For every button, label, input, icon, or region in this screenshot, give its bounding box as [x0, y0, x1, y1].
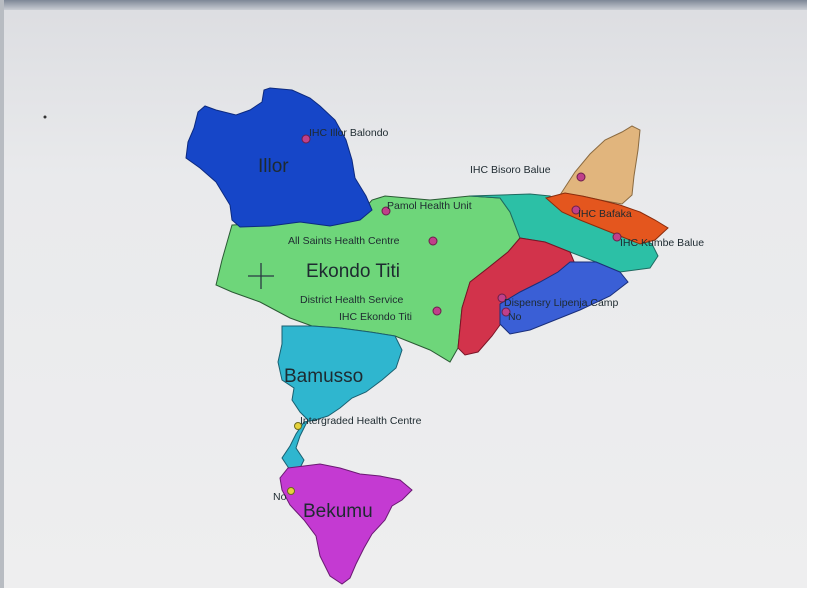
facility-label-ihc-ekondo-titi: IHC Ekondo Titi — [339, 311, 412, 323]
region-bisoro[interactable] — [559, 125, 641, 205]
bottom-edge — [0, 588, 819, 593]
facility-marker-bisoro-balue[interactable] — [576, 172, 586, 182]
facility-label-no-2: No — [273, 491, 287, 503]
facility-label-kumbe-balue: IHC Kumbe Balue — [620, 237, 704, 249]
left-edge — [0, 0, 4, 593]
window-top-bar — [0, 0, 819, 10]
crosshair-icon — [248, 263, 274, 289]
facility-label-intergraded: Intergraded Health Centre — [300, 415, 422, 427]
facility-marker-no-1[interactable] — [501, 307, 511, 317]
facility-label-lipenja: Dispensry Lipenja Camp — [504, 297, 619, 309]
facility-marker-all-saints[interactable] — [428, 236, 438, 246]
facility-label-no-1: No — [508, 311, 522, 323]
screen-speck — [43, 115, 47, 119]
region-bekumu[interactable] — [279, 463, 413, 585]
facility-marker-pamol[interactable] — [381, 206, 391, 216]
region-label-ekondo-titi: Ekondo Titi — [306, 261, 400, 282]
region-label-bamusso: Bamusso — [284, 366, 363, 387]
facility-label-district-health: District Health Service — [300, 294, 403, 306]
facility-label-bisoro-balue: IHC Bisoro Balue — [470, 164, 551, 176]
region-bamusso[interactable] — [277, 325, 403, 471]
facility-marker-no-2[interactable] — [287, 487, 295, 495]
facility-marker-lipenja[interactable] — [497, 293, 507, 303]
region-label-illor: Illor — [258, 156, 289, 177]
facility-marker-illor-balondo[interactable] — [301, 134, 311, 144]
region-illor[interactable] — [185, 87, 373, 228]
facility-marker-kumbe-balue[interactable] — [612, 232, 622, 242]
facility-label-illor-balondo: IHC Illor Balondo — [309, 127, 389, 139]
facility-marker-bafaka[interactable] — [571, 205, 581, 215]
facility-marker-district-health[interactable] — [432, 306, 442, 316]
region-label-bekumu: Bekumu — [303, 501, 373, 522]
facility-label-bafaka: IHC Bafaka — [578, 208, 632, 220]
right-edge — [807, 0, 819, 593]
region-blue-east[interactable] — [499, 261, 629, 335]
facility-marker-intergraded[interactable] — [294, 422, 302, 430]
facility-label-all-saints: All Saints Health Centre — [288, 235, 400, 247]
facility-label-pamol: Pamol Health Unit — [387, 200, 472, 212]
